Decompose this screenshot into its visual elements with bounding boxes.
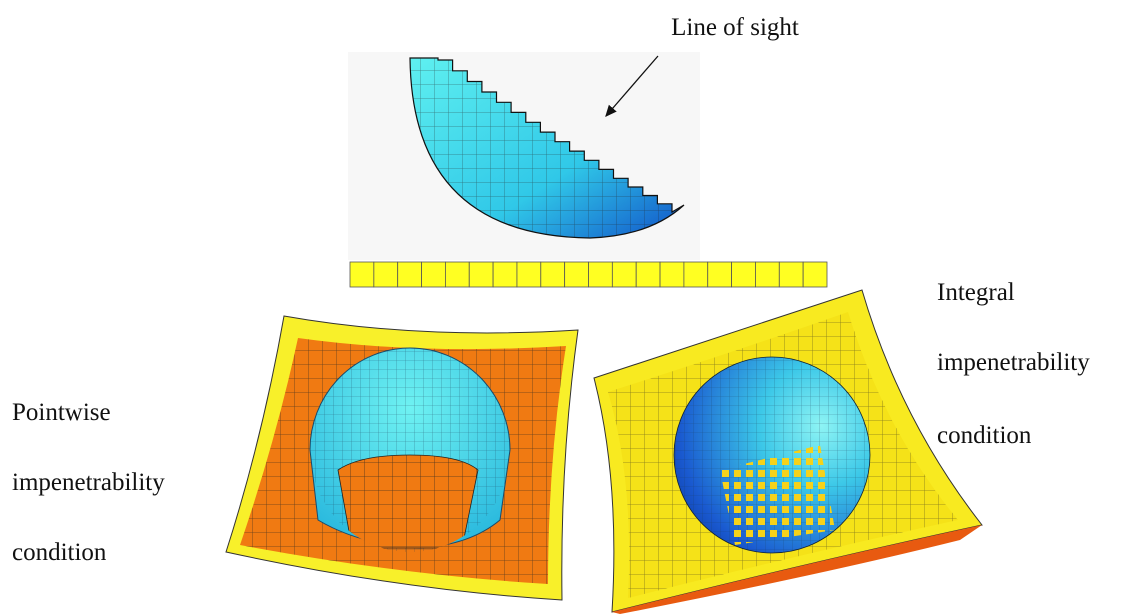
right-sheet: [594, 290, 982, 614]
strip-cell: [517, 262, 541, 287]
strip-cell: [374, 262, 398, 287]
strip-cell: [589, 262, 613, 287]
strip-cell: [779, 262, 803, 287]
right-caption: Integral: [937, 279, 1015, 306]
left-caption: condition: [12, 539, 107, 566]
left-sheet: [226, 316, 578, 600]
strip-cell: [350, 262, 374, 287]
figure: Line of sight Pointwise impenetrability …: [0, 0, 1147, 614]
left-caption: Pointwise: [12, 399, 111, 426]
strip-cell: [398, 262, 422, 287]
strip-cell: [541, 262, 565, 287]
right-caption: impenetrability: [937, 349, 1090, 376]
strip-cell: [422, 262, 446, 287]
strip-cell: [755, 262, 779, 287]
right-caption: condition: [937, 422, 1032, 449]
strip-cell: [445, 262, 469, 287]
strip-cell: [612, 262, 636, 287]
strip-cell: [708, 262, 732, 287]
strip-cell: [732, 262, 756, 287]
strip-cell: [493, 262, 517, 287]
strip-cell: [803, 262, 827, 287]
strip-cell: [565, 262, 589, 287]
strip-cell: [636, 262, 660, 287]
contact-strip: [350, 262, 827, 287]
left-caption: impenetrability: [12, 469, 165, 496]
strip-cell: [684, 262, 708, 287]
line-of-sight-label: Line of sight: [671, 14, 799, 41]
strip-cell: [660, 262, 684, 287]
strip-cell: [469, 262, 493, 287]
